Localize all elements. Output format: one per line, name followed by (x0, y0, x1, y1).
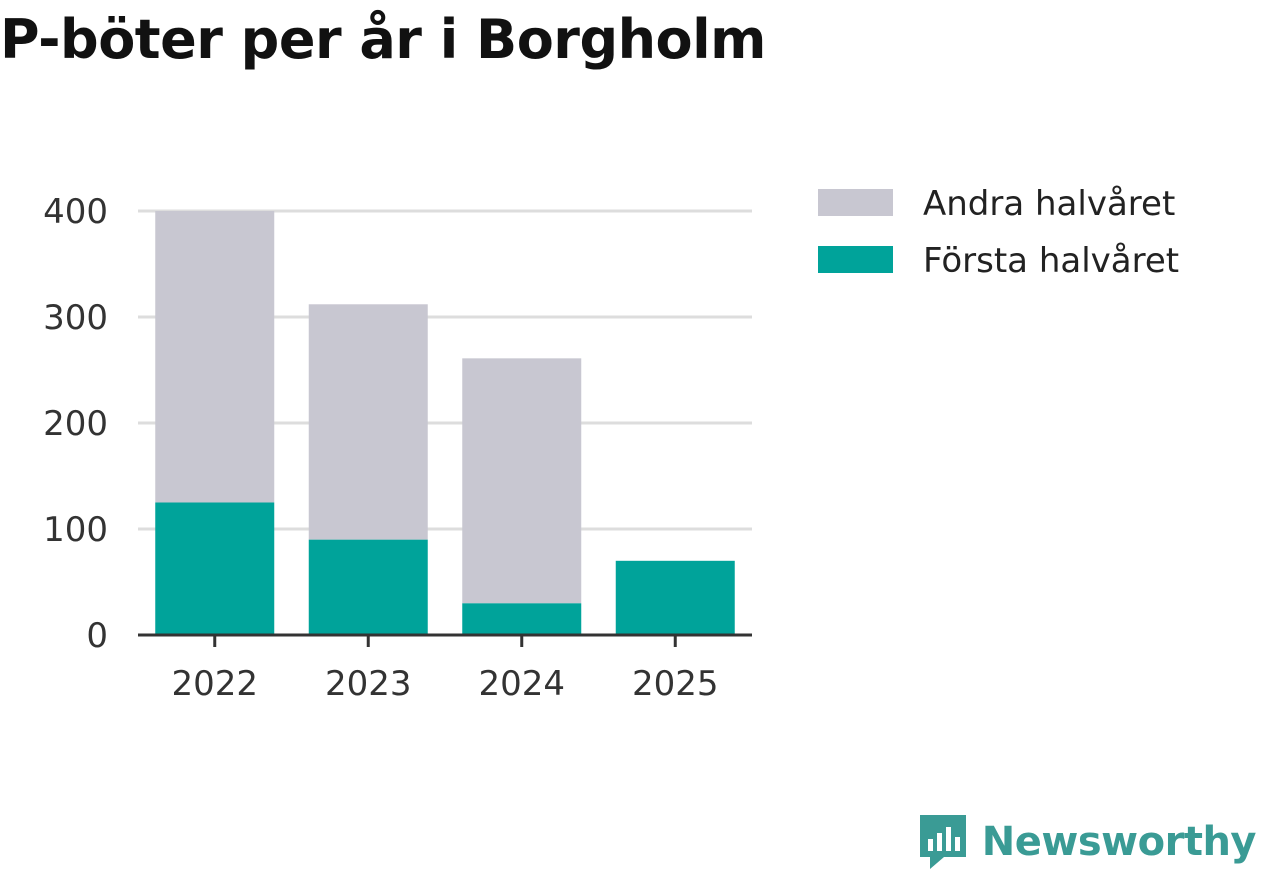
legend-label-0: Andra halvåret (923, 184, 1175, 224)
legend-swatch-1 (818, 246, 893, 273)
bar-2024-series-1 (462, 358, 582, 604)
x-tick-label-2024: 2024 (478, 664, 565, 704)
bar-2022-series-1 (155, 211, 275, 503)
bar-2025-series-0 (615, 560, 735, 635)
brand-name: Newsworthy (981, 819, 1257, 865)
y-tick-label-300: 300 (43, 298, 108, 338)
bars (155, 211, 735, 635)
legend-label-1: Första halvåret (923, 241, 1179, 281)
bar-2023-series-0 (308, 539, 428, 635)
x-tick-label-2022: 2022 (171, 664, 258, 704)
y-tick-label-200: 200 (43, 404, 108, 444)
y-tick-label-100: 100 (43, 510, 108, 550)
legend-swatch-0 (818, 189, 893, 216)
newsworthy-logo-icon (919, 815, 966, 869)
y-axis-ticks: 0 100 200 300 400 (43, 192, 108, 656)
legend: Andra halvåret Första halvåret (818, 184, 1179, 281)
x-tick-label-2023: 2023 (325, 664, 412, 704)
x-tick-label-2025: 2025 (632, 664, 719, 704)
chart-title: P-böter per år i Borgholm (0, 8, 766, 71)
bar-2024-series-0 (462, 603, 582, 635)
newsworthy-brand: Newsworthy (918, 813, 1257, 871)
y-tick-label-400: 400 (43, 192, 108, 232)
x-axis: 2022 2023 2024 2025 (138, 633, 752, 704)
y-tick-label-0: 0 (86, 616, 108, 656)
bar-2023-series-1 (308, 304, 428, 540)
bar-2022-series-0 (155, 502, 275, 635)
